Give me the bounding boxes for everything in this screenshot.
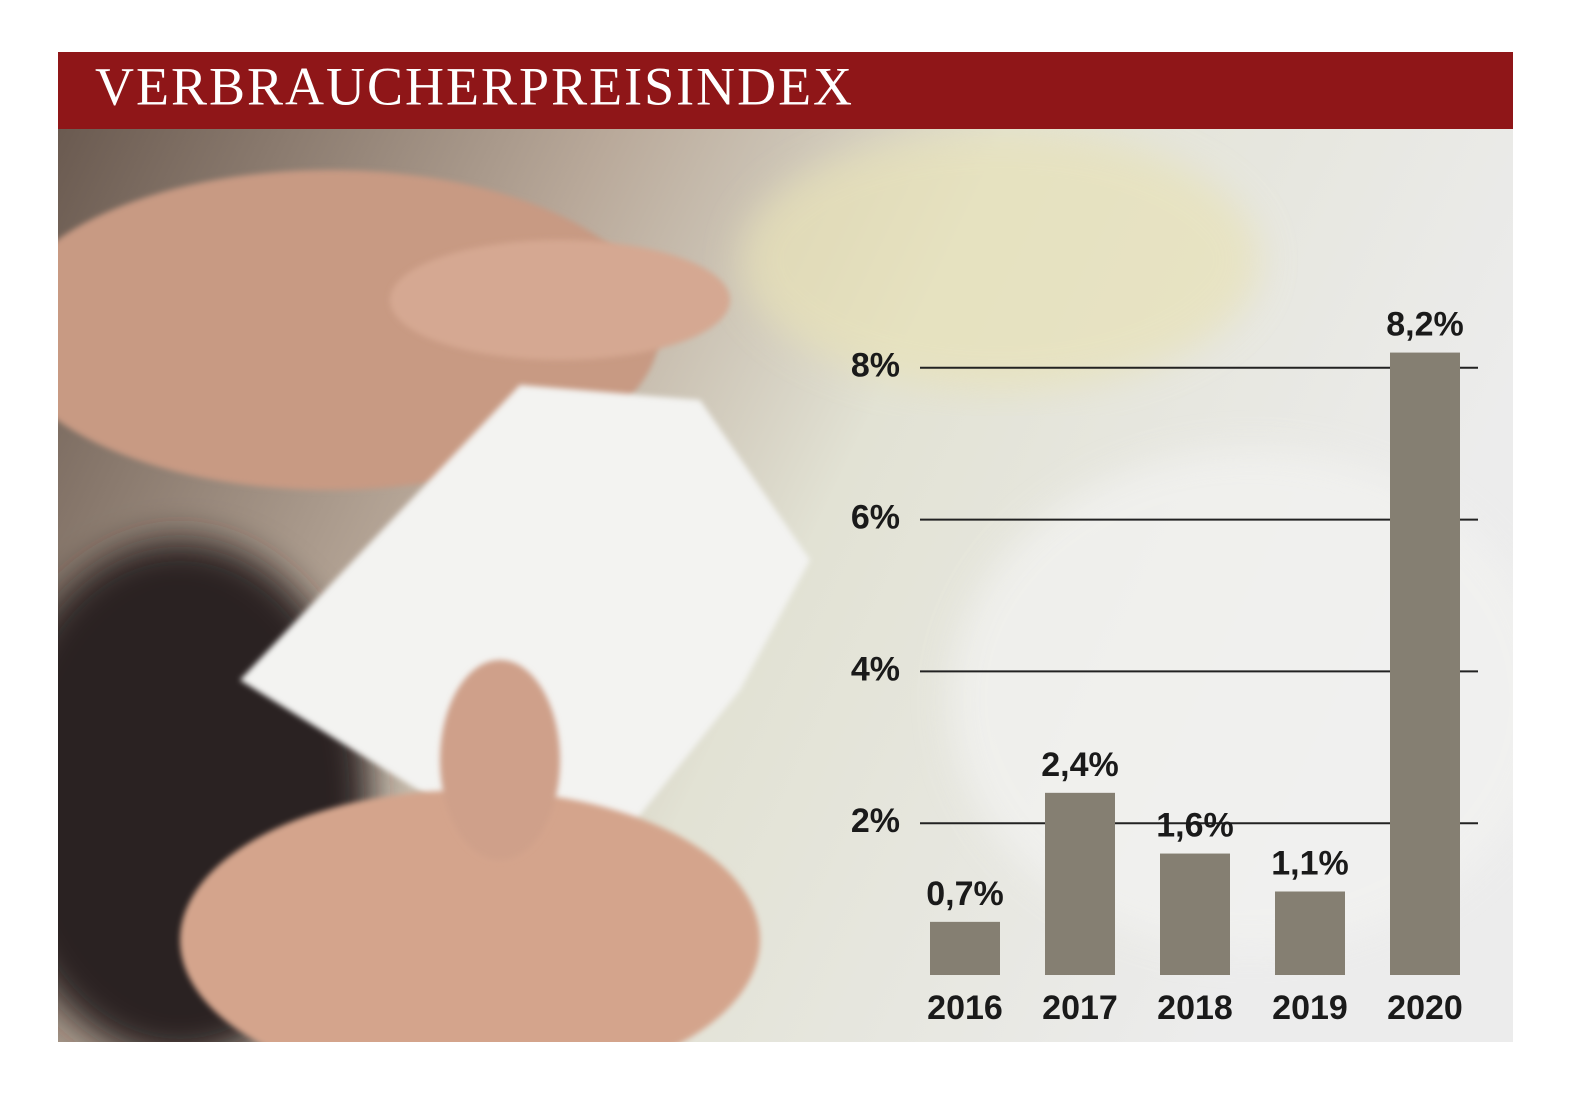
bar bbox=[1160, 853, 1230, 975]
title-bar bbox=[58, 52, 1513, 129]
chart-title: VERBRAUCHERPREISINDEX bbox=[95, 56, 854, 116]
x-tick-label: 2019 bbox=[1272, 989, 1348, 1027]
x-tick-label: 2017 bbox=[1042, 989, 1118, 1027]
bar bbox=[930, 921, 1000, 975]
y-tick-label: 2% bbox=[851, 802, 900, 840]
background-photo bbox=[58, 128, 1513, 1042]
value-label: 8,2% bbox=[1386, 306, 1464, 344]
x-tick-label: 2018 bbox=[1157, 989, 1233, 1027]
x-tick-label: 2016 bbox=[927, 989, 1003, 1027]
value-label: 2,4% bbox=[1041, 746, 1119, 784]
x-tick-label: 2020 bbox=[1387, 989, 1463, 1027]
value-label: 1,1% bbox=[1271, 844, 1349, 882]
value-label: 0,7% bbox=[926, 875, 1004, 913]
y-tick-label: 4% bbox=[851, 650, 900, 688]
bar bbox=[1275, 891, 1345, 975]
value-label: 1,6% bbox=[1156, 807, 1234, 845]
bar bbox=[1390, 352, 1460, 976]
y-tick-label: 6% bbox=[851, 499, 900, 537]
bar bbox=[1045, 792, 1115, 975]
y-tick-label: 8% bbox=[851, 347, 900, 385]
